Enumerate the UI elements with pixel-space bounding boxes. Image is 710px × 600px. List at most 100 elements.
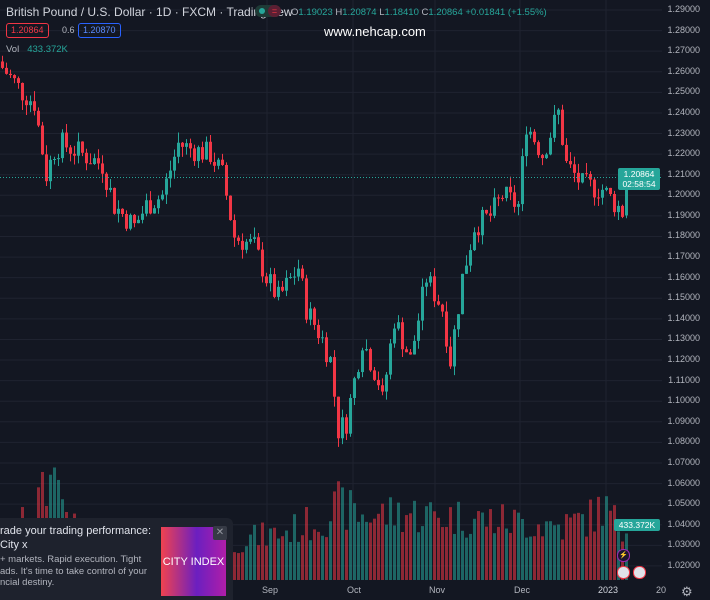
volume-bar (341, 487, 344, 580)
candle-body (253, 237, 256, 239)
volume-bar (469, 533, 472, 580)
volume-bar (433, 511, 436, 580)
candle-body (189, 143, 192, 149)
candle-body (373, 370, 376, 380)
volume-bar (473, 518, 476, 580)
candle-body (137, 219, 140, 224)
volume-bar (517, 512, 520, 580)
ad-close-button[interactable]: ✕ (213, 526, 227, 540)
watermark: www.nehcap.com (324, 24, 426, 39)
candle-body (549, 137, 552, 155)
time-label-dec: Dec (514, 585, 531, 595)
candle-body (33, 101, 36, 111)
volume-bar (377, 513, 380, 580)
volume-bar (537, 524, 540, 580)
volume-bar (545, 521, 548, 580)
price-tick-label: 1.03000 (667, 539, 700, 550)
candle-body (133, 214, 136, 224)
volume-bar (589, 499, 592, 580)
candle-body (601, 189, 604, 198)
candle-body (237, 237, 240, 241)
us-flag-event-icon[interactable] (633, 566, 646, 579)
candle-body (333, 357, 336, 397)
volume-bar (441, 527, 444, 580)
candle-body (437, 301, 440, 305)
candle-body (153, 208, 156, 214)
candle-body (485, 209, 488, 214)
candle-body (573, 164, 576, 173)
volume-bar (593, 531, 596, 580)
candle-body (57, 158, 60, 160)
price-tick-label: 1.14000 (667, 312, 700, 323)
candle-body (429, 276, 432, 283)
sell-button[interactable]: 1.20864 (6, 23, 49, 38)
event-bolt-icon[interactable]: ⚡ (617, 549, 630, 562)
volume-bar (597, 496, 600, 580)
volume-bar (381, 503, 384, 580)
volume-bar (329, 521, 332, 580)
candle-body (461, 273, 464, 315)
price-tick-label: 1.09000 (667, 415, 700, 426)
candle-body (421, 286, 424, 321)
price-tick-label: 1.16000 (667, 271, 700, 282)
volume-bar (601, 525, 604, 580)
price-tick-label: 1.11000 (668, 374, 700, 385)
volume-bar (293, 514, 296, 580)
candle-body (557, 109, 560, 115)
volume-bar (613, 505, 616, 580)
us-flag-event-icon[interactable] (617, 566, 630, 579)
candle-body (385, 374, 388, 392)
volume-bar (453, 533, 456, 580)
volume-bar (549, 521, 552, 580)
volume-bar (365, 521, 368, 580)
symbol-title[interactable]: British Pound / U.S. Dollar · 1D · FXCM … (6, 5, 293, 19)
buy-button[interactable]: 1.20870 (78, 23, 121, 38)
price-axis[interactable]: 1.29000 1.28000 1.27000 1.26000 1.25000 1.240… (662, 0, 710, 600)
volume-bar (345, 529, 348, 580)
volume-bar (269, 528, 272, 580)
settings-gear-icon[interactable]: ⚙ (681, 584, 693, 599)
candle-body (193, 148, 196, 162)
candle-body (501, 197, 504, 199)
price-tick-label: 1.22000 (667, 148, 700, 159)
volume-bar (541, 536, 544, 580)
candle-body (597, 197, 600, 199)
volume-bar (309, 540, 312, 580)
volume-bar (609, 510, 612, 580)
volume-bar (577, 512, 580, 580)
volume-bar (485, 526, 488, 580)
volume-bar (317, 531, 320, 580)
volume-bar (429, 502, 432, 580)
ad-popup[interactable]: rade your trading performance: City x + … (0, 518, 233, 600)
volume-bar (353, 503, 356, 580)
candle-body (441, 304, 444, 312)
candle-body (617, 205, 620, 213)
volume-bar (401, 531, 404, 580)
volume-bar (245, 546, 248, 580)
candle-body (185, 143, 188, 147)
candle-body (625, 177, 628, 216)
volume-bar (533, 536, 536, 580)
price-tick-label: 1.15000 (667, 292, 700, 303)
volume-bar (477, 511, 480, 580)
time-label-sep: Sep (262, 585, 279, 595)
candle-body (481, 209, 484, 236)
volume-bar (333, 491, 336, 580)
volume-bar (281, 536, 284, 580)
candle-body (561, 109, 564, 145)
candle-body (533, 131, 536, 143)
candle-body (29, 101, 32, 106)
candle-body (493, 197, 496, 216)
volume-bar (489, 509, 492, 580)
price-tick-label: 1.18000 (667, 230, 700, 241)
market-status-toggle[interactable]: = (255, 5, 281, 17)
candle-body (589, 174, 592, 180)
volume-bar (573, 513, 576, 580)
price-tick-label: 1.10000 (667, 395, 700, 406)
candle-body (321, 337, 324, 339)
candle-body (53, 159, 56, 161)
volume-bar (301, 535, 304, 580)
volume-bar (513, 509, 516, 580)
candle-body (225, 164, 228, 196)
